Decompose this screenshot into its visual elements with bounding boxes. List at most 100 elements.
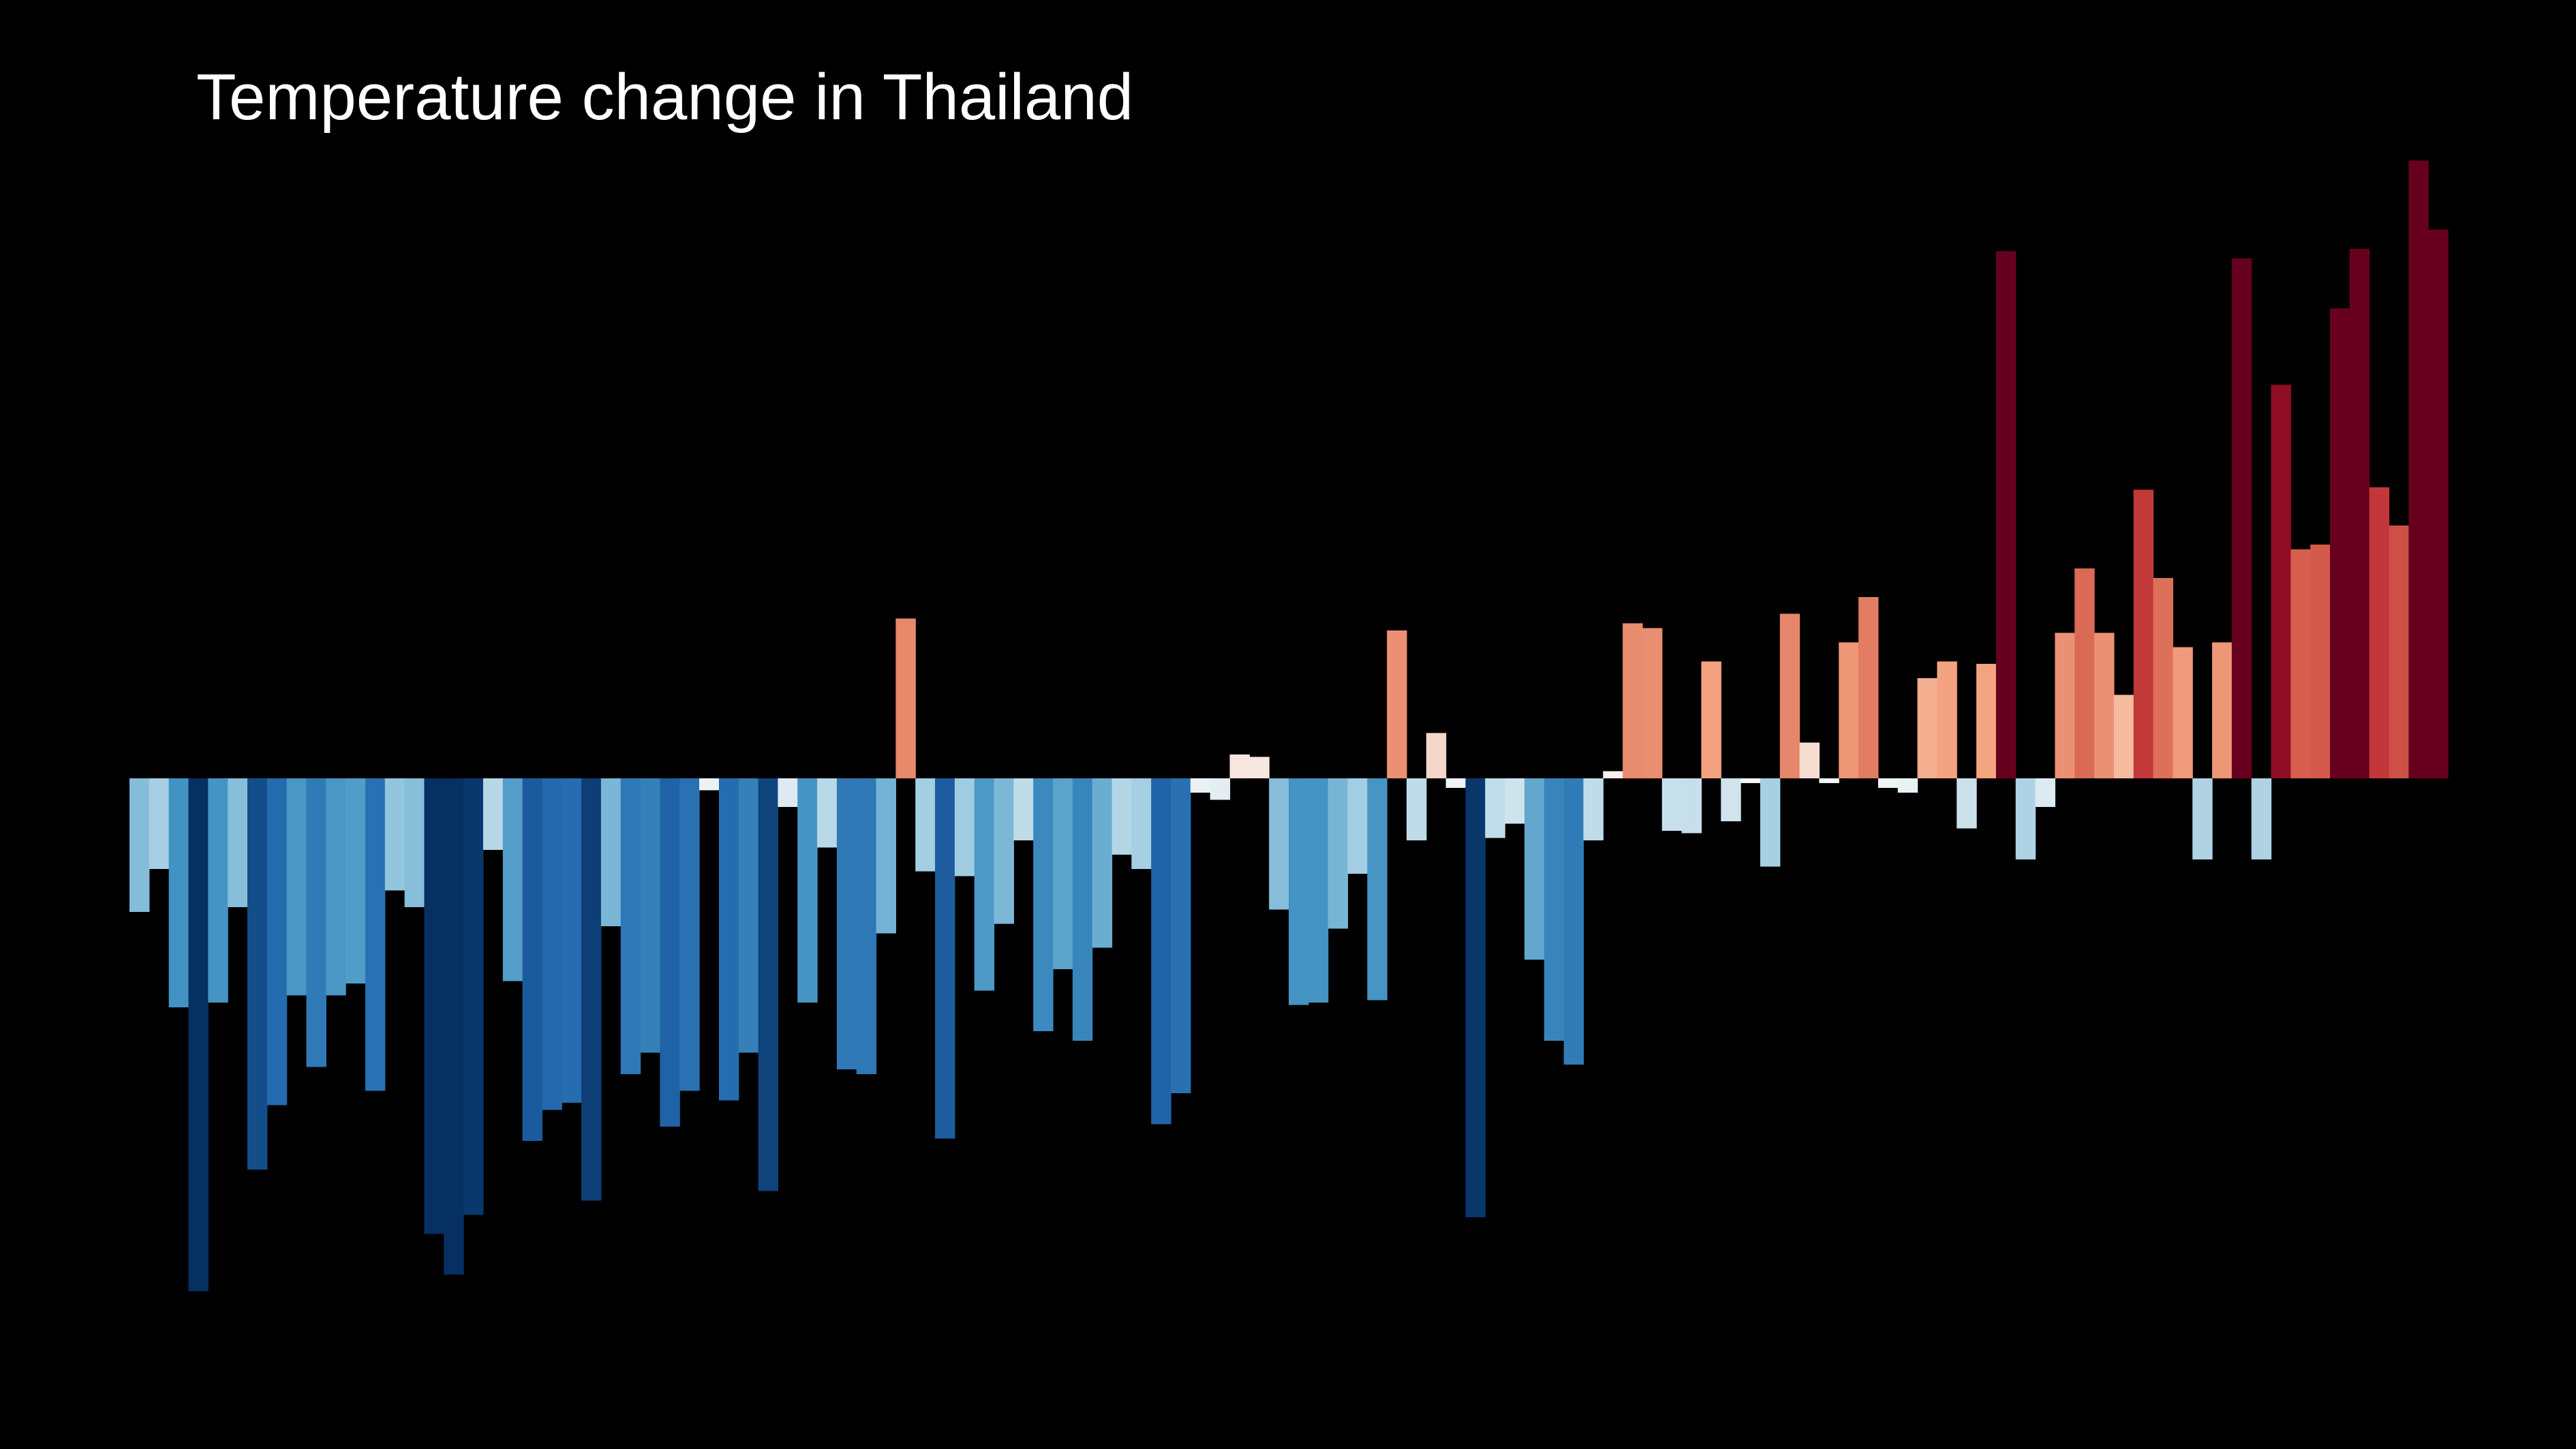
bar-41 bbox=[915, 778, 936, 872]
bar-67 bbox=[1426, 733, 1447, 778]
bar-40 bbox=[895, 618, 916, 778]
bar-96 bbox=[1995, 251, 2017, 778]
bar-30 bbox=[699, 778, 720, 791]
bar-86 bbox=[1799, 742, 1820, 778]
bar-95 bbox=[1976, 664, 1997, 778]
bar-27 bbox=[640, 778, 661, 1053]
bar-37 bbox=[836, 778, 857, 1069]
bar-33 bbox=[758, 778, 779, 1191]
chart-title: Temperature change in Thailand bbox=[196, 61, 1134, 134]
bar-46 bbox=[1013, 778, 1034, 840]
bar-112 bbox=[2310, 545, 2331, 778]
bar-66 bbox=[1406, 778, 1427, 840]
bar-98 bbox=[2035, 778, 2055, 807]
bar-109 bbox=[2251, 778, 2272, 859]
bar-68 bbox=[1445, 778, 1467, 788]
bar-31 bbox=[718, 778, 739, 1101]
bar-111 bbox=[2290, 549, 2311, 778]
bar-35 bbox=[797, 778, 818, 1003]
bar-16 bbox=[424, 778, 444, 1234]
bar-73 bbox=[1544, 778, 1565, 1041]
bar-21 bbox=[522, 778, 543, 1141]
bar-99 bbox=[2055, 632, 2075, 778]
bar-11 bbox=[326, 778, 346, 996]
bar-28 bbox=[660, 778, 680, 1127]
bar-34 bbox=[778, 778, 798, 807]
bar-77 bbox=[1623, 623, 1643, 778]
bar-25 bbox=[600, 778, 622, 926]
bar-56 bbox=[1210, 778, 1231, 800]
bar-54 bbox=[1171, 778, 1191, 1093]
bar-45 bbox=[994, 778, 1014, 924]
bar-72 bbox=[1524, 778, 1545, 960]
bar-78 bbox=[1642, 628, 1663, 778]
bar-14 bbox=[384, 778, 405, 891]
bar-36 bbox=[817, 778, 838, 848]
bar-48 bbox=[1053, 778, 1073, 969]
bar-82 bbox=[1721, 778, 1741, 821]
bar-64 bbox=[1367, 778, 1387, 1001]
bar-71 bbox=[1505, 778, 1525, 824]
bar-88 bbox=[1839, 642, 1859, 778]
bar-3 bbox=[168, 778, 189, 1007]
bar-107 bbox=[2212, 642, 2233, 778]
bar-100 bbox=[2074, 568, 2095, 778]
bar-32 bbox=[738, 778, 759, 1053]
bar-118 bbox=[2428, 230, 2449, 778]
bar-26 bbox=[620, 778, 641, 1074]
bar-58 bbox=[1249, 757, 1270, 778]
bar-93 bbox=[1937, 661, 1957, 778]
bar-84 bbox=[1760, 778, 1781, 867]
bar-105 bbox=[2173, 647, 2193, 778]
bar-47 bbox=[1033, 778, 1054, 1031]
bar-2 bbox=[149, 778, 170, 869]
bar-57 bbox=[1229, 754, 1250, 778]
bar-92 bbox=[1917, 678, 1938, 778]
bar-110 bbox=[2271, 384, 2291, 778]
bar-53 bbox=[1151, 778, 1171, 1125]
bar-51 bbox=[1111, 778, 1132, 855]
bar-23 bbox=[562, 778, 582, 1103]
bar-52 bbox=[1131, 778, 1152, 869]
bar-90 bbox=[1877, 778, 1899, 788]
bar-61 bbox=[1308, 778, 1329, 1003]
bar-8 bbox=[266, 778, 288, 1105]
bar-24 bbox=[581, 778, 602, 1201]
bar-76 bbox=[1603, 771, 1623, 778]
bar-55 bbox=[1190, 778, 1211, 793]
bar-85 bbox=[1779, 613, 1800, 778]
bar-80 bbox=[1681, 778, 1702, 834]
bar-81 bbox=[1701, 661, 1721, 778]
bar-87 bbox=[1819, 778, 1839, 783]
bar-10 bbox=[306, 778, 326, 1067]
bar-43 bbox=[954, 778, 975, 876]
bar-13 bbox=[365, 778, 386, 1091]
bar-50 bbox=[1092, 778, 1113, 948]
bar-65 bbox=[1387, 630, 1407, 778]
bar-103 bbox=[2133, 489, 2154, 778]
bar-104 bbox=[2153, 578, 2173, 778]
bar-17 bbox=[444, 778, 464, 1275]
bar-114 bbox=[2349, 249, 2370, 778]
bar-22 bbox=[542, 778, 562, 1110]
bar-44 bbox=[974, 778, 995, 991]
bar-9 bbox=[286, 778, 307, 996]
bar-63 bbox=[1347, 778, 1368, 874]
bar-83 bbox=[1741, 778, 1761, 783]
bar-1 bbox=[129, 778, 150, 912]
bar-5 bbox=[208, 778, 228, 1003]
bar-7 bbox=[247, 778, 268, 1170]
bar-29 bbox=[679, 778, 700, 1091]
bar-59 bbox=[1269, 778, 1289, 910]
bar-62 bbox=[1328, 778, 1349, 929]
bar-18 bbox=[463, 778, 484, 1215]
bar-101 bbox=[2094, 632, 2115, 778]
bar-38 bbox=[856, 778, 877, 1074]
bar-6 bbox=[228, 778, 248, 907]
bar-12 bbox=[346, 778, 366, 983]
bar-108 bbox=[2231, 258, 2252, 778]
bar-102 bbox=[2113, 695, 2134, 778]
bar-70 bbox=[1485, 778, 1505, 838]
